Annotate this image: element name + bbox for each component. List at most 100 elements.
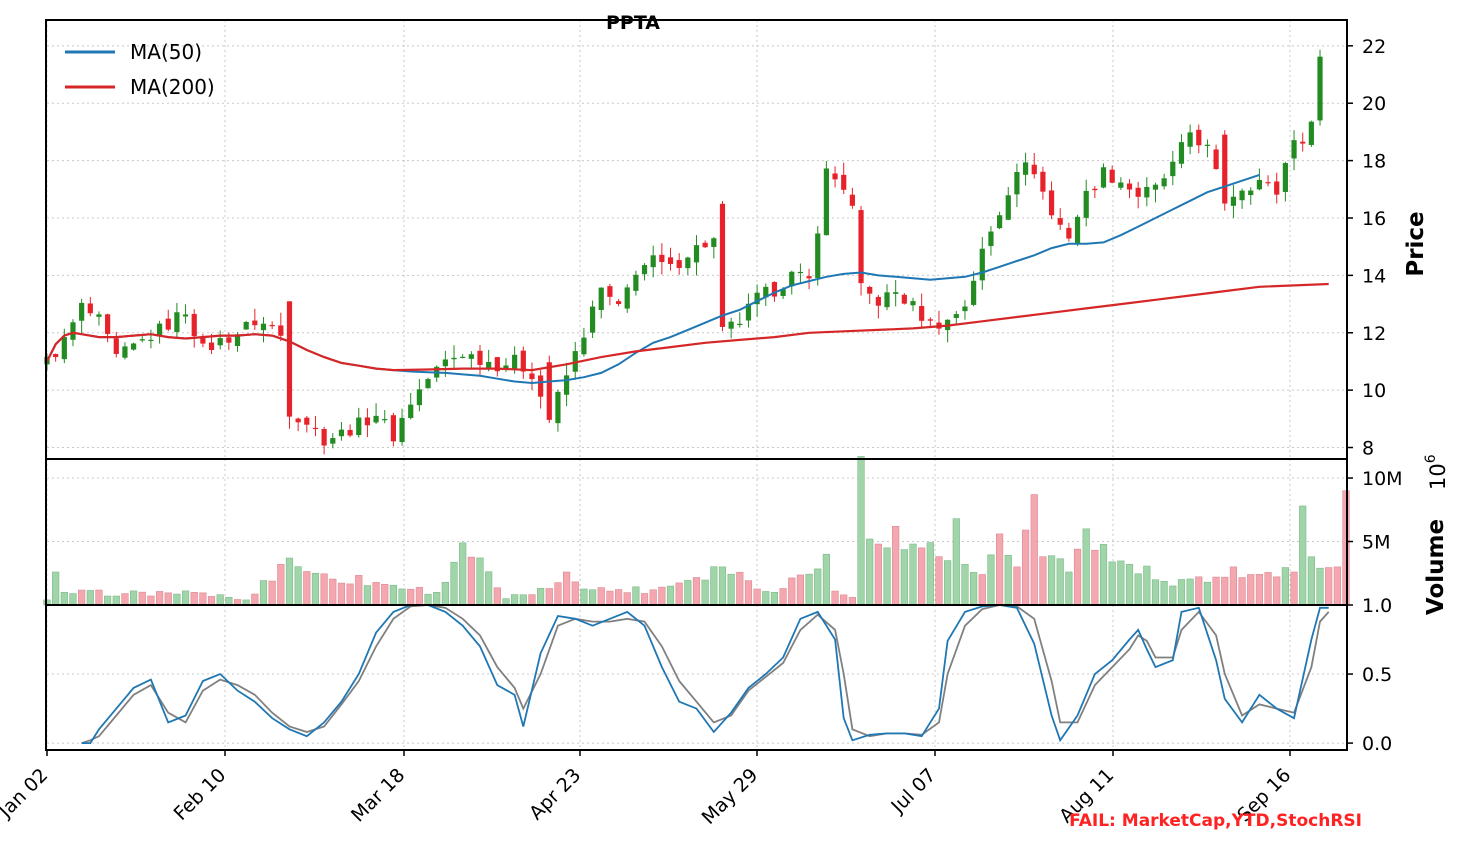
- volume-bar: [450, 561, 458, 606]
- stochastic-tick-label: 0.0: [1362, 733, 1392, 755]
- volume-bar: [1065, 571, 1073, 606]
- volume-bar: [346, 583, 354, 606]
- volume-bar: [459, 542, 467, 606]
- volume-bar: [866, 538, 874, 606]
- candle-body: [330, 438, 336, 444]
- volume-bar: [1333, 566, 1341, 606]
- volume-bar: [874, 543, 882, 606]
- volume-bar: [407, 588, 415, 606]
- price-legend: MA(50) MA(200): [65, 40, 215, 99]
- candle-body: [884, 292, 890, 308]
- candle-body: [702, 242, 708, 248]
- volume-bar: [710, 566, 718, 606]
- volume-bar: [580, 588, 588, 606]
- volume-bar: [389, 584, 398, 606]
- x-tick-label: Apr 23: [525, 764, 585, 824]
- candle-body: [667, 257, 674, 264]
- volume-bar: [381, 583, 389, 606]
- volume-bar: [900, 549, 908, 606]
- candle-body: [321, 429, 327, 446]
- volume-bar: [571, 581, 579, 606]
- candle-body: [771, 282, 778, 297]
- candle-body: [260, 323, 267, 331]
- candle-body: [546, 362, 552, 420]
- candle-body: [893, 292, 899, 294]
- volume-bar: [519, 594, 527, 606]
- volume-bar: [1177, 579, 1186, 606]
- candle-body: [477, 350, 483, 365]
- volume-bar: [207, 596, 216, 606]
- volume-bar: [675, 582, 683, 606]
- volume-bar: [926, 542, 934, 606]
- candle-body: [1308, 121, 1314, 145]
- legend-label-ma50: MA(50): [130, 40, 202, 64]
- candle-body: [1239, 190, 1245, 201]
- candle-body: [356, 417, 362, 436]
- ma200-line: [46, 282, 1329, 372]
- volume-bar: [762, 591, 770, 606]
- candle-body: [468, 354, 474, 359]
- volume-bar: [1169, 585, 1177, 606]
- volume-bar: [1316, 567, 1324, 606]
- volume-bar: [1212, 576, 1220, 606]
- x-tick-label: Feb 10: [170, 764, 231, 825]
- candle-body: [832, 173, 838, 180]
- volume-bar: [86, 590, 94, 606]
- volume-bar: [918, 547, 926, 606]
- volume-bar: [1021, 529, 1030, 606]
- volume-bar: [1299, 505, 1307, 606]
- candle-body: [962, 306, 968, 312]
- volume-axis-label: Volume: [1423, 519, 1449, 615]
- candle-body: [1031, 164, 1037, 175]
- volume-bar: [831, 590, 839, 606]
- candle-body: [312, 427, 319, 430]
- volume-bar: [398, 588, 406, 606]
- ma50-line: [46, 173, 1260, 385]
- volume-bar: [883, 547, 891, 606]
- volume-bar: [805, 573, 813, 606]
- x-tick-label: Mar 18: [347, 764, 409, 826]
- candle-body: [1213, 149, 1219, 170]
- candle-body: [676, 260, 682, 268]
- candle-body: [615, 301, 622, 304]
- candle-body: [711, 238, 717, 247]
- candle-body: [953, 314, 959, 318]
- volume-bar: [649, 589, 657, 606]
- stochastic-d-line: [81, 604, 1330, 744]
- candle-body: [451, 357, 457, 360]
- candle-body: [1282, 163, 1288, 192]
- candle-body: [1109, 169, 1115, 183]
- volume-bar: [1281, 567, 1289, 606]
- volume-bar: [1125, 564, 1134, 606]
- volume-bar: [1013, 566, 1021, 606]
- candle-body: [650, 255, 656, 268]
- volume-bar: [1099, 544, 1108, 606]
- volume-bar: [303, 571, 311, 606]
- candle-body: [425, 379, 431, 389]
- candle-body: [200, 337, 206, 344]
- volume-bar: [1030, 494, 1038, 606]
- candle-body: [598, 287, 604, 311]
- candle-body: [875, 296, 881, 306]
- candle-body: [1118, 182, 1124, 188]
- price-tick-label: 16: [1362, 208, 1386, 230]
- candle-body: [1178, 142, 1185, 164]
- volume-bar: [909, 543, 917, 606]
- volume-bar: [1325, 567, 1333, 606]
- candle-body: [191, 313, 197, 337]
- volume-panel: 5M 10M Volume 106: [43, 454, 1450, 615]
- volume-bar: [311, 572, 320, 606]
- candle-body: [737, 323, 743, 326]
- candle-body: [486, 361, 492, 368]
- volume-bar: [285, 557, 294, 606]
- candle-body: [278, 325, 284, 336]
- candle-body: [1222, 134, 1228, 204]
- candle-body: [503, 365, 509, 369]
- candle-body: [1152, 184, 1159, 190]
- volume-bar: [60, 592, 68, 606]
- candle-body: [226, 337, 232, 343]
- volume-bar: [173, 593, 181, 606]
- volume-bar: [892, 525, 900, 606]
- volume-bar: [268, 580, 276, 606]
- volume-bar: [485, 571, 493, 606]
